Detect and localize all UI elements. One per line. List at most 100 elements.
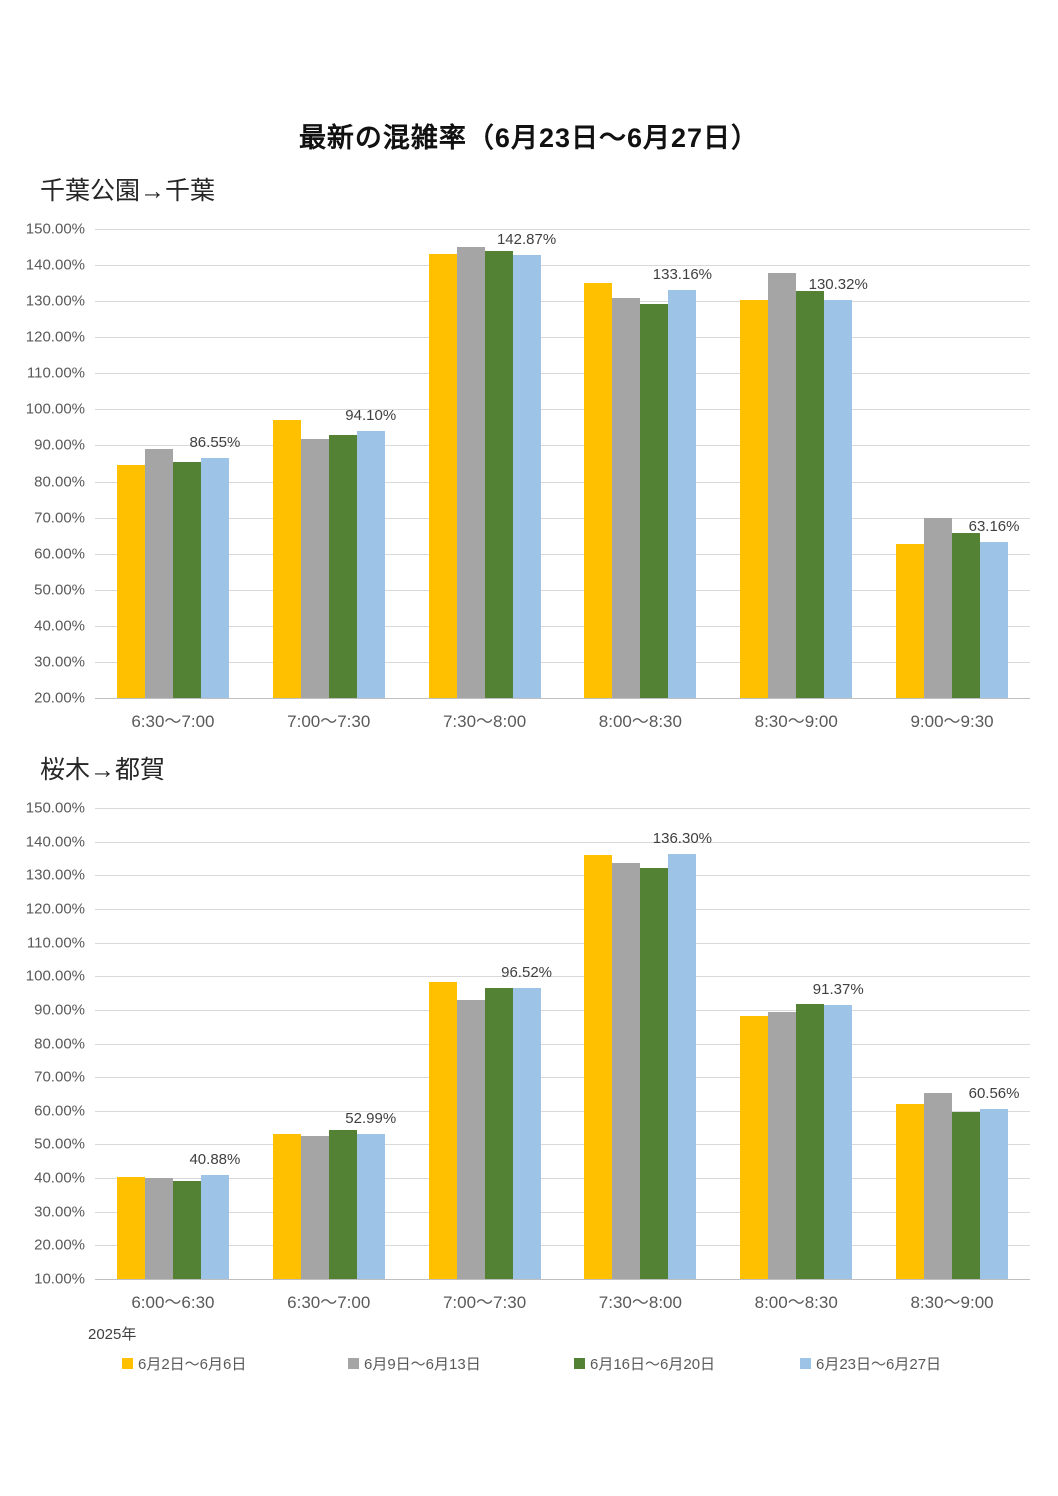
- bar-6月23日～6月27日: [980, 1108, 1009, 1279]
- x-axis-label: 6:30～7:00: [131, 712, 215, 731]
- chart-2-x-axis: 6:00～6:30 6:30～7:00 7:00～7:30 7:30～8:00 8:00…: [95, 1279, 1030, 1313]
- x-axis-line: [95, 698, 1030, 699]
- data-label: 136.30%: [652, 830, 712, 848]
- bar-6月9日～6月13日: [924, 1093, 953, 1279]
- bar-6月9日～6月13日: [612, 297, 641, 698]
- gridline: [95, 373, 1030, 375]
- y-tick-label: 80.00%: [34, 1035, 85, 1052]
- y-tick-label: 60.00%: [34, 1102, 85, 1120]
- gridline: [95, 908, 1030, 910]
- data-label: 86.55%: [189, 433, 241, 451]
- bar-6月16日～6月20日: [640, 867, 669, 1279]
- bar-6月23日～6月27日: [824, 1005, 853, 1279]
- bar-6月23日～6月27日: [356, 1134, 385, 1279]
- x-axis-label: 8:30～9:00: [910, 1293, 994, 1312]
- x-axis-label: 8:00～8:30: [754, 1293, 838, 1312]
- legend-item-label: 6月9日～6月13日: [364, 1356, 481, 1373]
- bar-6月16日～6月20日: [328, 434, 357, 698]
- gridline: [95, 409, 1030, 411]
- bar-6月2日～6月6日: [272, 419, 301, 698]
- bar-group: 96.52%: [407, 808, 563, 1279]
- bar-6月9日～6月13日: [768, 1012, 797, 1279]
- gridline: [95, 1211, 1030, 1213]
- x-axis-label: 7:30～8:00: [442, 712, 527, 731]
- x-axis-label: 7:30～8:00: [598, 1293, 682, 1312]
- y-tick-label: 30.00%: [34, 653, 85, 671]
- gridline: [95, 661, 1030, 663]
- gridline: [95, 229, 1030, 230]
- bar-6月9日～6月13日: [456, 247, 485, 698]
- legend-swatch-1: [348, 1358, 359, 1369]
- bar-6月16日～6月20日: [484, 250, 513, 698]
- bar-6月9日～6月13日: [612, 863, 641, 1279]
- gridline: [95, 301, 1030, 303]
- bar-6月16日～6月20日: [952, 533, 981, 698]
- bar-6月2日～6月6日: [740, 300, 769, 698]
- legend-block: 2025年 6月2日～6月6日 6月9日～6月13日 6月16日～6月20日 6月23…: [0, 1323, 1058, 1374]
- bar-6月2日～6月6日: [740, 1015, 769, 1279]
- y-tick-label: 30.00%: [34, 1203, 85, 1221]
- bar-6月16日～6月20日: [640, 304, 669, 698]
- bar-6月2日～6月6日: [428, 981, 457, 1279]
- chart-2-plot-area: 40.88% 52.99% 96.52% 136.30% 91.37% 60.56%: [95, 808, 1030, 1280]
- gridline: [95, 1144, 1030, 1146]
- bar-6月9日～6月13日: [144, 449, 173, 698]
- bar-group: 133.16%: [562, 229, 718, 698]
- bar-6月2日～6月6日: [116, 1177, 145, 1279]
- y-tick-label: 40.00%: [34, 1169, 85, 1187]
- y-tick-label: 110.00%: [26, 364, 85, 382]
- data-label: 133.16%: [652, 265, 712, 283]
- bar-6月2日～6月6日: [428, 254, 457, 698]
- bar-group: 94.10%: [251, 229, 407, 698]
- gridline: [95, 517, 1030, 519]
- gridline: [95, 942, 1030, 944]
- bar-6月16日～6月20日: [328, 1129, 357, 1279]
- data-label: 60.56%: [968, 1084, 1020, 1102]
- bar-6月9日～6月13日: [300, 439, 329, 698]
- bar-6月2日～6月6日: [272, 1134, 301, 1279]
- y-tick-label: 100.00%: [25, 400, 85, 418]
- bar-6月9日～6月13日: [456, 999, 485, 1279]
- bar-group: 91.37%: [718, 808, 874, 1279]
- legend-swatch-3: [800, 1358, 811, 1369]
- data-label: 40.88%: [189, 1151, 241, 1169]
- chart-2-bar-groups: 40.88% 52.99% 96.52% 136.30% 91.37% 60.56%: [95, 808, 1030, 1279]
- x-axis-label: 9:00～9:30: [910, 712, 994, 731]
- y-tick-label: 120.00%: [25, 328, 85, 346]
- gridline: [95, 625, 1030, 627]
- y-tick-label: 140.00%: [25, 256, 85, 274]
- bar-6月16日～6月20日: [484, 988, 513, 1279]
- data-label: 52.99%: [345, 1110, 397, 1128]
- legend-item-label: 6月2日～6月6日: [138, 1356, 247, 1373]
- y-tick-label: 150.00%: [25, 799, 85, 817]
- data-label: 91.37%: [812, 981, 864, 999]
- bar-6月9日～6月13日: [300, 1135, 329, 1279]
- x-axis-label: 8:00～8:30: [598, 712, 682, 731]
- bar-group: 86.55%: [95, 229, 251, 698]
- y-tick-label: 130.00%: [25, 292, 85, 310]
- y-tick-label: 40.00%: [34, 617, 85, 635]
- gridline: [95, 1178, 1030, 1180]
- bar-6月16日～6月20日: [952, 1112, 981, 1279]
- chart-1-x-axis: 6:30～7:00 7:00～7:30 7:30～8:00 8:00～8:30 8:30…: [95, 698, 1030, 732]
- bar-6月9日～6月13日: [768, 273, 797, 698]
- y-tick-label: 60.00%: [34, 545, 85, 563]
- bar-6月2日～6月6日: [896, 543, 925, 698]
- gridline: [95, 553, 1030, 555]
- bar-6月2日～6月6日: [584, 282, 613, 698]
- legend-swatch-0: [122, 1358, 133, 1369]
- chart-chibakoen-chiba: 千葉公園→千葉 150.00% 140.00% 130.00% 120.00% 110.…: [0, 171, 1058, 732]
- bar-6月2日～6月6日: [584, 854, 613, 1279]
- bar-6月2日～6月6日: [116, 464, 145, 698]
- x-axis-line: [95, 1279, 1030, 1280]
- data-label: 94.10%: [345, 406, 397, 424]
- y-tick-label: 50.00%: [34, 1135, 85, 1153]
- bar-6月9日～6月13日: [144, 1178, 173, 1279]
- bar-6月23日～6月27日: [200, 457, 229, 698]
- bar-6月9日～6月13日: [924, 517, 953, 698]
- chart-1-bar-groups: 86.55% 94.10% 142.87% 133.16% 130.32% 63.16%: [95, 229, 1030, 698]
- gridline: [95, 976, 1030, 978]
- chart-1-title: 千葉公園→千葉: [40, 177, 216, 205]
- bar-6月23日～6月27日: [356, 430, 385, 698]
